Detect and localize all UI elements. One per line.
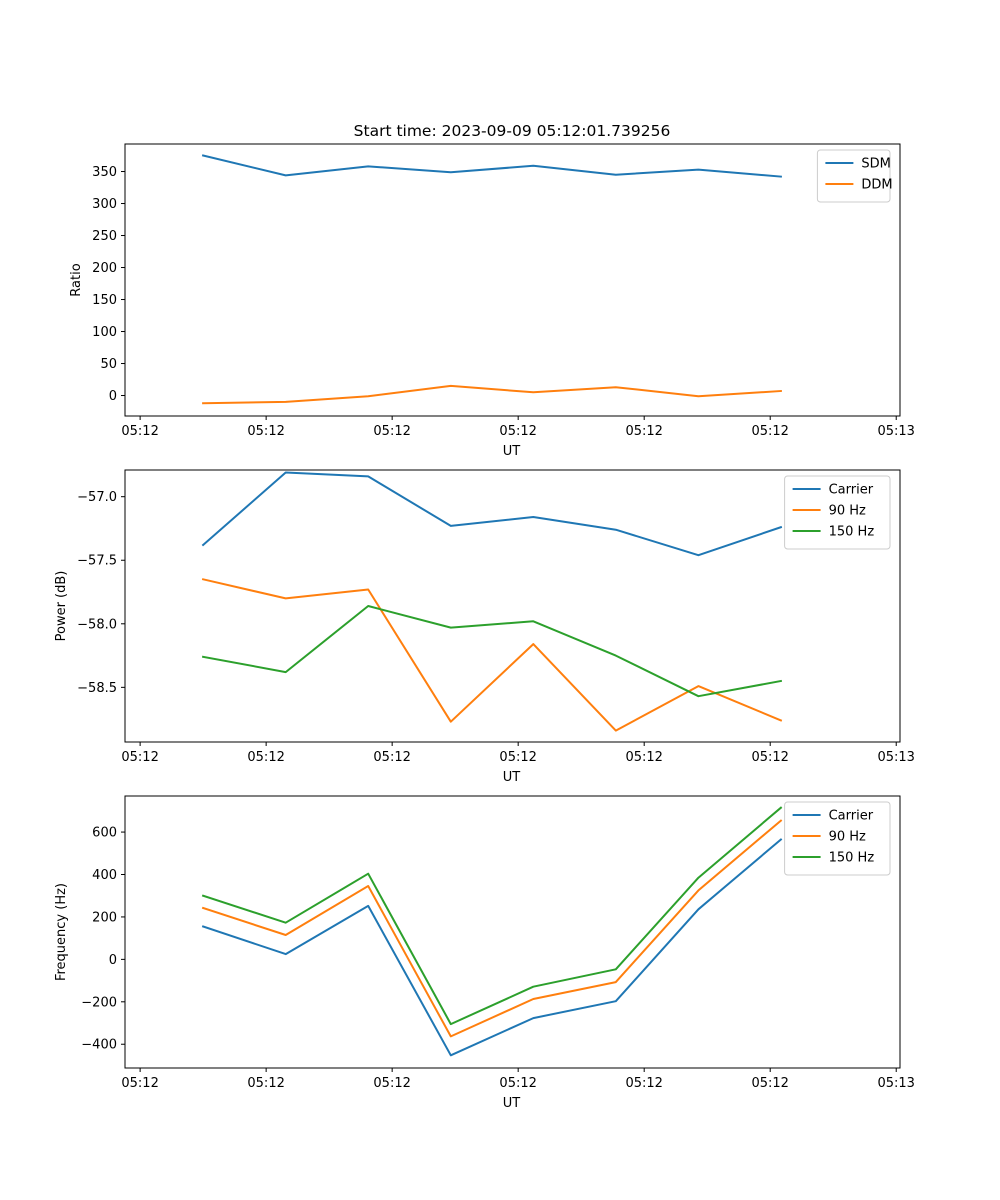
y-tick-label: 400 [92, 868, 117, 883]
x-tick-label: 05:12 [247, 1076, 284, 1091]
y-tick-label: 300 [92, 197, 117, 212]
legend-label: 150 Hz [829, 851, 875, 866]
x-tick-label: 05:12 [247, 750, 284, 765]
series-line-150-hz [201, 806, 783, 1026]
plot-panel-3: 05:12 05:12 05:12 05:12 05:12 05:12 05:13 −400 −… [54, 795, 915, 1111]
y-tick-label: 250 [92, 229, 117, 244]
x-tick-label: 05:12 [751, 424, 788, 439]
y-tick-label: −58.5 [77, 681, 117, 696]
y-tick-label: −400 [81, 1038, 117, 1053]
x-tick-label: 05:12 [247, 424, 284, 439]
x-tick-label: 05:13 [877, 1076, 914, 1091]
axes-frame [124, 143, 901, 417]
series-line-carrier [201, 471, 783, 557]
y-axis-label: Ratio [69, 263, 84, 296]
legend-label: 150 Hz [829, 525, 875, 540]
x-tick-label: 05:13 [877, 750, 914, 765]
x-tick-label: 05:12 [373, 1076, 410, 1091]
plot-panel-2: 05:12 05:12 05:12 05:12 05:12 05:12 05:13 −57.0… [54, 469, 915, 785]
chart-title: Start time: 2023-09-09 05:12:01.739256 [354, 122, 671, 140]
legend-label: 90 Hz [829, 830, 866, 845]
series-line-90-hz [201, 578, 783, 732]
x-tick-label: 05:12 [625, 424, 662, 439]
x-tick-label: 05:12 [499, 750, 536, 765]
x-tick-label: 05:12 [625, 750, 662, 765]
x-tick-label: 05:12 [499, 424, 536, 439]
x-tick-label: 05:12 [373, 750, 410, 765]
legend: SDM DDM [816, 149, 893, 203]
x-axis-label: UT [503, 1096, 521, 1111]
x-tick-label: 05:12 [751, 1076, 788, 1091]
y-tick-label: 0 [109, 953, 117, 968]
x-tick-label: 05:12 [121, 1076, 158, 1091]
y-tick-label: 600 [92, 826, 117, 841]
x-tick-label: 05:12 [625, 1076, 662, 1091]
x-tick-label: 05:13 [877, 424, 914, 439]
legend-label: 90 Hz [829, 504, 866, 519]
y-axis-label: Power (dB) [54, 571, 69, 642]
y-tick-label: 200 [92, 261, 117, 276]
legend-label: Carrier [829, 483, 874, 498]
legend-label: DDM [861, 178, 892, 193]
x-tick-label: 05:12 [121, 424, 158, 439]
axes-frame [124, 795, 901, 1069]
y-tick-label: 200 [92, 910, 117, 925]
x-tick-label: 05:12 [499, 1076, 536, 1091]
y-tick-label: −57.5 [77, 554, 117, 569]
series-line-90-hz [201, 819, 783, 1038]
series-line-sdm [201, 154, 782, 178]
y-axis-label: Frequency (Hz) [54, 883, 69, 981]
y-tick-label: 0 [109, 389, 117, 404]
series-line-150-hz [201, 605, 783, 698]
legend: Carrier 90 Hz 150 Hz [784, 801, 891, 876]
legend-label: SDM [861, 157, 890, 172]
y-tick-label: 350 [92, 165, 117, 180]
y-tick-label: −57.0 [77, 490, 117, 505]
plot-panel-1: 05:12 05:12 05:12 05:12 05:12 05:12 05:13 0 50 10… [69, 143, 915, 459]
legend: Carrier 90 Hz 150 Hz [784, 475, 891, 550]
axes-frame [124, 469, 901, 743]
x-axis-label: UT [503, 444, 521, 459]
y-tick-label: −200 [81, 995, 117, 1010]
x-tick-label: 05:12 [373, 424, 410, 439]
x-tick-label: 05:12 [751, 750, 788, 765]
x-axis-label: UT [503, 770, 521, 785]
y-tick-label: 50 [100, 357, 117, 372]
y-tick-label: 150 [92, 293, 117, 308]
series-line-ddm [202, 384, 782, 405]
legend-label: Carrier [829, 809, 874, 824]
x-tick-label: 05:12 [121, 750, 158, 765]
y-tick-label: −58.0 [77, 617, 117, 632]
y-tick-label: 100 [92, 325, 117, 340]
series-line-carrier [201, 838, 783, 1057]
